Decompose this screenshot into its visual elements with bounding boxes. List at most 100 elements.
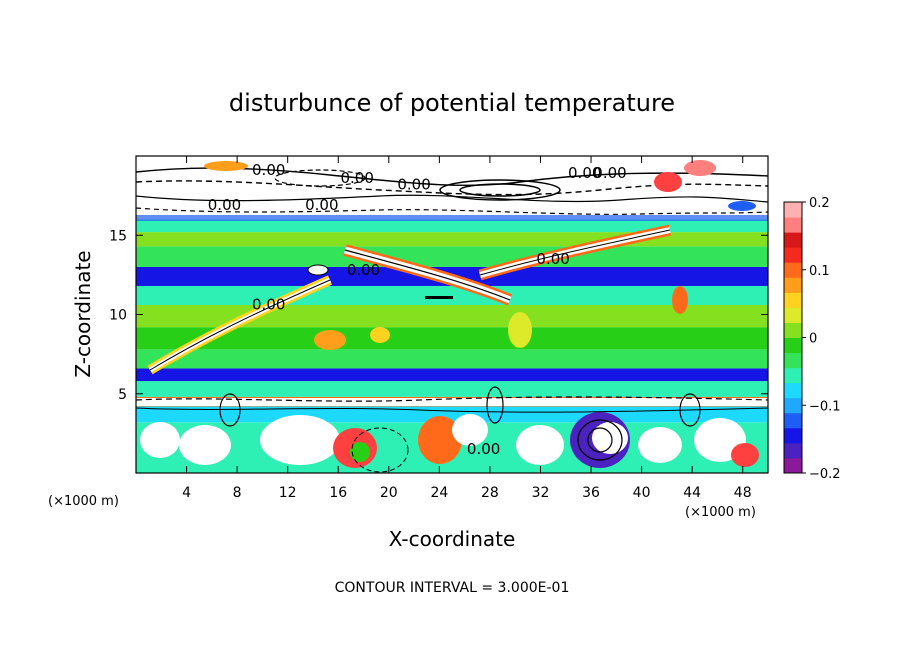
x-tick-label: 24	[430, 485, 448, 501]
x-tick-label: 16	[329, 485, 347, 501]
anomaly-patch	[370, 327, 390, 343]
x-tick-label: 8	[233, 485, 242, 501]
contour-cell	[459, 183, 541, 197]
x-tick-label: 20	[380, 485, 398, 501]
contour-label: 0.00	[397, 175, 430, 193]
colorbar-swatch	[784, 307, 802, 323]
anomaly-patch	[314, 330, 346, 350]
colorbar-swatch	[784, 217, 802, 233]
contour-label: 0.00	[252, 296, 285, 314]
x-axis-title: X-coordinate	[389, 527, 516, 551]
contour-label: 0.00	[568, 164, 601, 182]
anomaly-patch	[508, 312, 532, 348]
colorbar-swatch	[784, 457, 802, 474]
colorbar-swatch	[784, 247, 802, 263]
colorbar-swatch	[784, 322, 802, 338]
contour-cell	[486, 386, 504, 424]
colorbar-swatch	[784, 382, 802, 399]
contour-cell	[351, 427, 409, 473]
colorbar-tick-label: 0.2	[809, 196, 830, 211]
contour-labels: 0.00 0.00 0.000.000.00 0.000.000.000.000.00…	[208, 161, 627, 458]
anomaly-patch	[204, 161, 248, 171]
contour-line	[136, 207, 768, 215]
contour-interval-note: CONTOUR INTERVAL = 3.000E-01	[335, 580, 570, 596]
anomaly-patch	[418, 416, 462, 464]
anomaly-patch	[638, 427, 682, 463]
x-tick-label: 36	[582, 485, 600, 501]
contour-label: 0.00	[305, 196, 338, 214]
colorbar-tick-label: 0.1	[809, 264, 830, 279]
band-6	[136, 327, 768, 350]
colorbar-tick-label: −0.2	[809, 467, 841, 482]
anomaly-patch	[654, 172, 682, 192]
y-axis: 5 10 15	[109, 228, 768, 403]
warm-streak	[344, 249, 511, 301]
colorbar-ticks: 0.2 0.1 0 −0.1 −0.2	[802, 196, 841, 482]
y-axis-unit: (×1000 m)	[48, 494, 119, 509]
colorbar-swatch	[784, 262, 802, 278]
y-tick-label: 15	[109, 228, 127, 244]
contour-label: 0.00	[593, 164, 626, 182]
anomaly-patch	[425, 296, 453, 299]
band-12	[136, 219, 768, 233]
x-tick-label: 28	[481, 485, 499, 501]
contour-cell	[274, 169, 366, 187]
anomaly-patch	[516, 425, 564, 465]
x-tick-label: 48	[734, 485, 752, 501]
colorbar-swatch	[784, 427, 802, 444]
contour-line	[136, 407, 768, 413]
band-5	[136, 349, 768, 369]
x-axis-unit: (×1000 m)	[685, 505, 756, 520]
colorbar-swatch	[784, 352, 802, 369]
colorbar-swatch	[784, 232, 802, 248]
colorbar-swatch	[784, 277, 802, 293]
anomaly-patch	[260, 415, 340, 465]
contour-label: 0.00	[347, 261, 380, 279]
colorbar-swatch	[784, 367, 802, 384]
colorbar-swatch	[784, 397, 802, 414]
colorbar-swatch	[784, 292, 802, 308]
contour-cell	[679, 393, 701, 427]
anomaly-patch	[592, 422, 628, 454]
y-axis-title: Z-coordinate	[71, 250, 95, 377]
colorbar	[784, 202, 802, 474]
y-tick-label: 5	[118, 387, 127, 403]
anomaly-patch	[452, 414, 488, 446]
anomaly-patch	[179, 425, 231, 465]
plot-area: 0.00 0.00 0.000.000.00 0.000.000.000.000.00…	[136, 156, 768, 473]
x-axis: 4 8 12 16 20 24 28 32 36 40 44 48	[182, 156, 752, 501]
colorbar-swatch	[784, 412, 802, 429]
x-tick-label: 44	[683, 485, 701, 501]
band-3	[136, 381, 768, 397]
contour-cell	[587, 427, 613, 453]
anomaly-patch	[350, 442, 370, 462]
x-tick-label: 32	[532, 485, 550, 501]
band-7	[136, 304, 768, 328]
colorbar-tick-label: 0	[809, 332, 817, 347]
x-tick-label: 40	[633, 485, 651, 501]
warm-streak	[479, 229, 671, 276]
band-11	[136, 232, 768, 247]
anomaly-patch	[728, 201, 756, 211]
anomaly-patch	[307, 264, 329, 276]
field-features	[136, 160, 768, 473]
anomaly-patch	[140, 422, 180, 458]
contour-label: 0.00	[467, 440, 500, 458]
contour-cell	[439, 179, 561, 201]
anomaly-patch	[731, 443, 759, 467]
colorbar-tick-label: −0.1	[809, 399, 841, 414]
contour-label: 0.00	[208, 196, 241, 214]
band-10	[136, 246, 768, 267]
contour-label: 0.00	[340, 169, 373, 187]
colorbar-swatch	[784, 337, 802, 354]
contour-cell	[577, 419, 623, 461]
y-tick-label: 10	[109, 308, 127, 324]
colorbar-swatch	[784, 202, 802, 218]
contour-line	[136, 396, 768, 402]
contour-label: 0.00	[536, 250, 569, 268]
warm-streak	[149, 279, 331, 371]
x-tick-label: 12	[279, 485, 297, 501]
chart-title: disturbunce of potential temperature	[229, 89, 675, 117]
contour-line	[136, 194, 768, 203]
